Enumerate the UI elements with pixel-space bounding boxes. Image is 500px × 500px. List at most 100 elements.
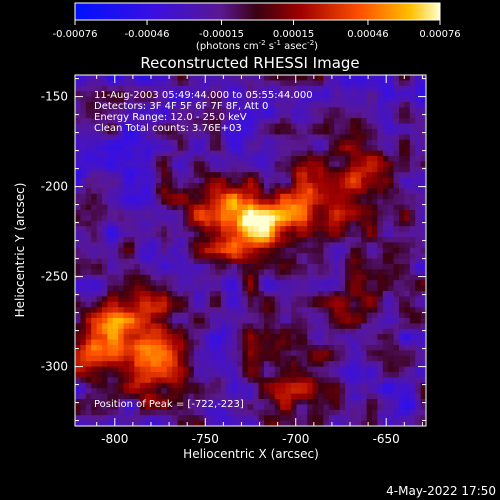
heatmap-cell [291, 172, 297, 179]
heatmap-cell [134, 112, 141, 119]
heatmap-cell [91, 231, 98, 238]
heatmap-cell [237, 150, 243, 157]
heatmap-cell [318, 253, 324, 260]
heatmap-cell [242, 237, 249, 243]
heatmap-cell [118, 210, 125, 216]
heatmap-cell [377, 80, 384, 87]
heatmap-cell [307, 172, 314, 179]
heatmap-cell [183, 156, 189, 162]
heatmap-cell [247, 415, 254, 422]
heatmap-cell [334, 129, 341, 135]
heatmap-cell [355, 85, 362, 92]
heatmap-cell [253, 183, 260, 189]
heatmap-cell [145, 161, 152, 168]
heatmap-cell [123, 280, 130, 287]
heatmap-cell [323, 226, 330, 233]
heatmap-cell [361, 258, 368, 265]
heatmap-cell [372, 166, 378, 173]
heatmap-cell [323, 399, 330, 405]
heatmap-cell [123, 80, 130, 87]
heatmap-cell [274, 231, 281, 238]
heatmap-cell [280, 377, 287, 384]
heatmap-cell [193, 183, 200, 189]
heatmap-cell [226, 150, 233, 157]
heatmap-cell [307, 247, 314, 254]
heatmap-cell [264, 161, 270, 168]
heatmap-cell [220, 193, 227, 200]
heatmap-cell [323, 339, 330, 346]
heatmap-cell [366, 366, 373, 373]
heatmap-cell [204, 166, 211, 173]
heatmap-cell [258, 350, 265, 357]
heatmap-cell [188, 415, 195, 422]
heatmap-cell [301, 199, 308, 206]
heatmap-cell [372, 96, 378, 103]
heatmap-cell [415, 75, 422, 81]
heatmap-cell [183, 242, 189, 249]
heatmap-cell [242, 269, 249, 276]
heatmap-cell [318, 274, 324, 281]
heatmap-cell [307, 399, 314, 405]
heatmap-cell [393, 102, 400, 108]
colorbar-tick-label: 0.00076 [419, 29, 460, 40]
heatmap-cell [172, 129, 179, 135]
heatmap-cell [393, 193, 400, 200]
heatmap-cell [274, 404, 281, 411]
heatmap-cell [285, 215, 292, 222]
heatmap-cell [301, 312, 308, 319]
heatmap-cell [280, 188, 287, 195]
heatmap-cell [247, 91, 254, 98]
heatmap-cell [199, 129, 206, 135]
heatmap-cell [85, 80, 92, 87]
heatmap-cell [350, 247, 357, 254]
heatmap-cell [323, 129, 330, 135]
heatmap-cell [366, 345, 373, 351]
heatmap-cell [177, 123, 184, 130]
heatmap-cell [226, 409, 233, 416]
heatmap-cell [145, 220, 152, 227]
heatmap-cell [199, 102, 206, 108]
heatmap-cell [107, 75, 114, 81]
heatmap-cell [177, 102, 184, 108]
heatmap-cell [253, 139, 260, 146]
heatmap-cell [220, 96, 227, 103]
heatmap-cell [107, 328, 114, 335]
heatmap-cell [156, 150, 162, 157]
heatmap-cell [215, 393, 222, 400]
heatmap-cell [420, 139, 426, 146]
heatmap-cell [231, 253, 238, 260]
heatmap-cell [296, 350, 303, 357]
heatmap-cell [382, 388, 389, 395]
heatmap-cell [409, 242, 416, 249]
heatmap-cell [361, 183, 368, 189]
heatmap-cell [161, 420, 168, 426]
image-title: Reconstructed RHESSI Image [140, 54, 359, 72]
heatmap-cell [269, 80, 276, 87]
heatmap-cell [285, 247, 292, 254]
heatmap-cell [404, 350, 411, 357]
heatmap-cell [193, 328, 200, 335]
heatmap-cell [258, 91, 265, 98]
heatmap-cell [199, 355, 206, 362]
heatmap-cell [118, 339, 125, 346]
heatmap-cell [253, 193, 260, 200]
heatmap-cell [328, 166, 335, 173]
heatmap-cell [253, 118, 260, 125]
heatmap-cell [382, 339, 389, 346]
heatmap-cell [393, 280, 400, 287]
heatmap-cell [226, 123, 233, 130]
heatmap-cell [193, 323, 200, 330]
heatmap-cell [139, 161, 146, 168]
heatmap-cell [404, 247, 411, 254]
heatmap-cell [404, 85, 411, 92]
heatmap-cell [193, 372, 200, 378]
heatmap-cell [269, 226, 276, 233]
heatmap-cell [388, 166, 395, 173]
heatmap-cell [85, 301, 92, 308]
heatmap-cell [210, 231, 216, 238]
heatmap-cell [269, 134, 276, 141]
heatmap-cell [156, 242, 162, 249]
heatmap-cell [377, 323, 384, 330]
heatmap-cell [150, 96, 157, 103]
heatmap-cell [193, 420, 200, 426]
